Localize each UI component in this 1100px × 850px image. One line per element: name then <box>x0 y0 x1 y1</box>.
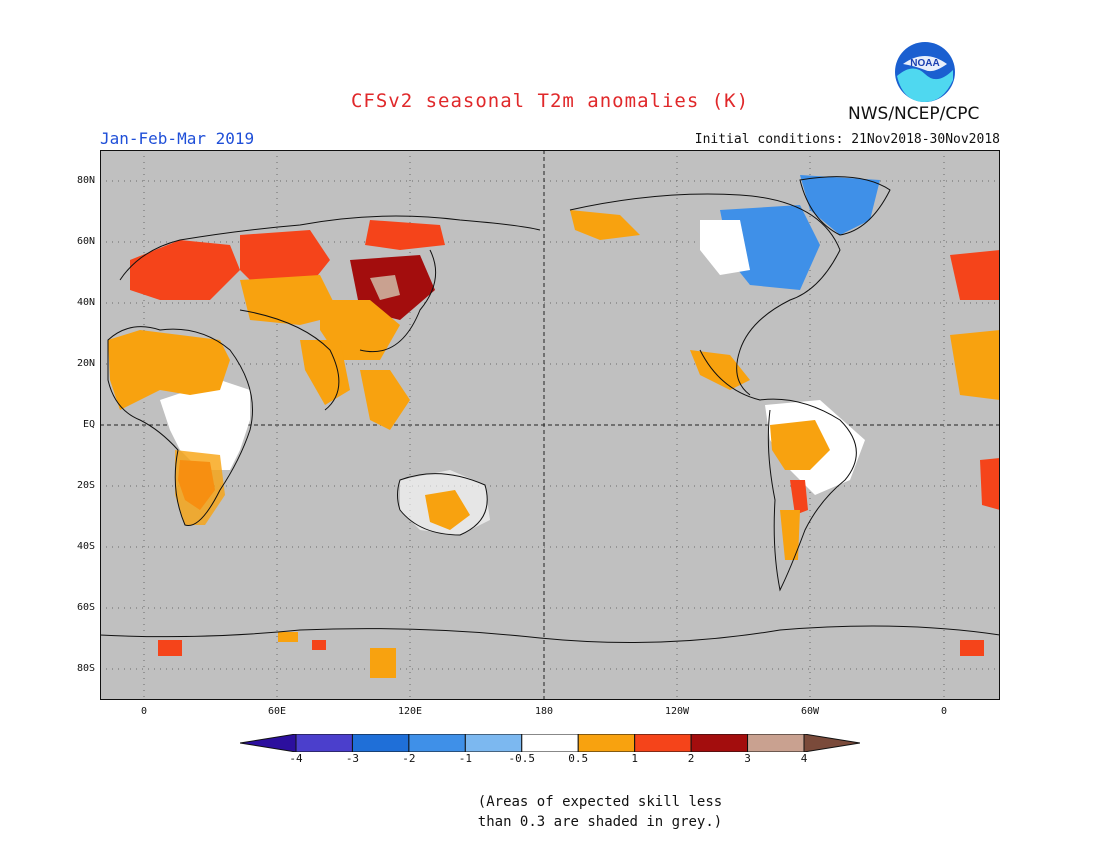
noaa-logo: NOAA <box>893 40 957 104</box>
colorbar-arrow-low <box>239 733 297 753</box>
lat-label-60s: 60S <box>76 602 95 613</box>
alaska-orange <box>570 210 640 240</box>
andes-red <box>790 480 808 515</box>
antarctica-spot-4 <box>312 640 326 650</box>
colorbar-box <box>690 733 749 753</box>
chart-title: CFSv2 seasonal T2m anomalies (K) <box>350 90 750 112</box>
colorbar-box <box>521 733 579 753</box>
colorbar-label: 3 <box>744 752 751 765</box>
se-asia-orange <box>360 370 410 430</box>
colorbar-box <box>634 733 692 753</box>
africa-wrap-orange <box>950 330 1000 400</box>
mongolia-brown <box>370 275 400 300</box>
noaa-logo-text: NOAA <box>910 58 939 69</box>
colorbar-label: 1 <box>631 752 638 765</box>
skill-note: (Areas of expected skill less than 0.3 a… <box>470 792 730 832</box>
colorbar-label: 0.5 <box>568 752 589 765</box>
colorbar-label: -0.5 <box>508 752 536 765</box>
central-asia-orange <box>240 275 340 325</box>
colorbar-box <box>577 733 636 753</box>
organization-label: NWS/NCEP/CPC <box>848 104 980 124</box>
lat-label-60n: 60N <box>76 236 95 247</box>
lon-label-120e: 120E <box>397 706 423 717</box>
colorbar-label: -2 <box>402 752 416 765</box>
greenland-blue <box>800 175 880 235</box>
lat-label-40n: 40N <box>76 297 95 308</box>
colorbar-arrow-high <box>803 733 861 753</box>
africa-north-orange <box>108 330 230 410</box>
patagonia-orange <box>780 510 800 560</box>
lat-label-20s: 20S <box>76 480 95 491</box>
lat-label-20n: 20N <box>76 358 95 369</box>
lon-label-180: 180 <box>534 706 554 717</box>
south-africa-wrap-red <box>980 458 1000 510</box>
lat-label-40s: 40S <box>76 541 95 552</box>
antarctica-spot-5 <box>278 632 298 642</box>
east-siberia-red <box>365 220 445 250</box>
map-frame <box>100 150 1000 700</box>
lat-label-80s: 80S <box>76 663 95 674</box>
mexico-orange <box>690 350 750 390</box>
lat-label-80n: 80N <box>76 175 95 186</box>
lon-label-120w: 120W <box>664 706 690 717</box>
lon-label-60w: 60W <box>800 706 820 717</box>
australia-orange <box>425 490 470 530</box>
colorbar-label: 2 <box>687 752 695 765</box>
canada-white <box>700 220 750 275</box>
skill-note-line1: (Areas of expected skill less <box>477 794 723 810</box>
coastlines <box>100 176 1000 643</box>
colorbar-box <box>351 733 410 753</box>
initial-conditions-label: Initial conditions: 21Nov2018-30Nov2018 <box>694 132 1000 147</box>
colorbar-box <box>408 733 466 753</box>
siberia-red <box>240 230 330 290</box>
colorbar-label: 4 <box>800 752 808 765</box>
colorbar <box>239 733 861 753</box>
colorbar-label: -1 <box>458 752 472 765</box>
colorbar-label: -3 <box>345 752 360 765</box>
colorbar-box <box>295 733 353 753</box>
europe-red <box>130 240 240 300</box>
colorbar-box <box>464 733 523 753</box>
africa-white <box>160 380 250 470</box>
anomaly-map <box>100 150 1000 700</box>
south-america-orange <box>770 420 830 470</box>
lon-label-0-left: 0 <box>140 706 148 717</box>
skill-note-line2: than 0.3 are shaded in grey.) <box>477 814 723 830</box>
lon-label-60e: 60E <box>267 706 287 717</box>
india-orange <box>300 340 350 405</box>
antarctica-spot-2 <box>960 640 984 656</box>
lat-label-eq: EQ <box>82 419 95 430</box>
antarctica-spot-3 <box>370 648 396 678</box>
antarctica-spot-1 <box>158 640 182 656</box>
lon-label-0-right: 0 <box>940 706 948 717</box>
europe-wrap-red <box>950 250 1000 300</box>
season-label: Jan-Feb-Mar 2019 <box>100 129 255 148</box>
colorbar-box <box>747 733 805 753</box>
colorbar-label: -4 <box>289 752 303 765</box>
south-africa-orange <box>175 450 225 525</box>
